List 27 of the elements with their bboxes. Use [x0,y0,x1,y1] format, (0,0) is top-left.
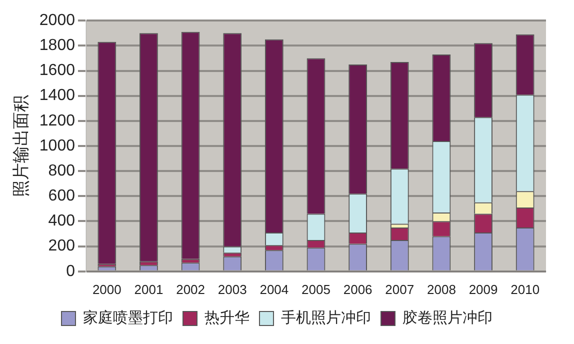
y-tick-label: 1600 [39,62,76,80]
x-tick-label: 2007 [385,282,414,297]
x-tick-label: 2000 [92,282,122,297]
y-tick-label: 800 [48,162,76,180]
y-tick-label: 1400 [39,87,76,104]
legend-label: 胶卷照片冲印 [402,308,492,326]
x-tick-label: 2002 [176,282,205,297]
x-tick-label: 2003 [218,282,247,297]
x-tick-label: 2006 [343,282,372,297]
x-tick-label: 2009 [468,282,498,297]
x-tick-label: 2004 [260,282,289,297]
y-tick-label: 600 [48,188,76,205]
x-tick-label: 2005 [302,282,330,297]
y-tick-label: 1000 [39,137,76,154]
y-tick-label: 1200 [39,112,76,130]
y-tick-label: 400 [48,212,76,230]
legend-label: 手机照片冲印 [281,308,371,326]
x-tick-label: 2008 [426,282,456,297]
x-tick-label: 2001 [134,282,164,297]
y-tick-label: 1800 [39,37,76,54]
y-tick-label: 0 [66,262,76,280]
y-axis-title: 照片输出面积 [12,95,32,197]
y-tick-label: 2000 [39,12,76,30]
legend-label: 家庭喷墨打印 [83,308,173,326]
legend-label: 热升华 [204,308,250,326]
x-tick-label: 2010 [510,282,540,297]
y-tick-label: 200 [48,238,76,255]
